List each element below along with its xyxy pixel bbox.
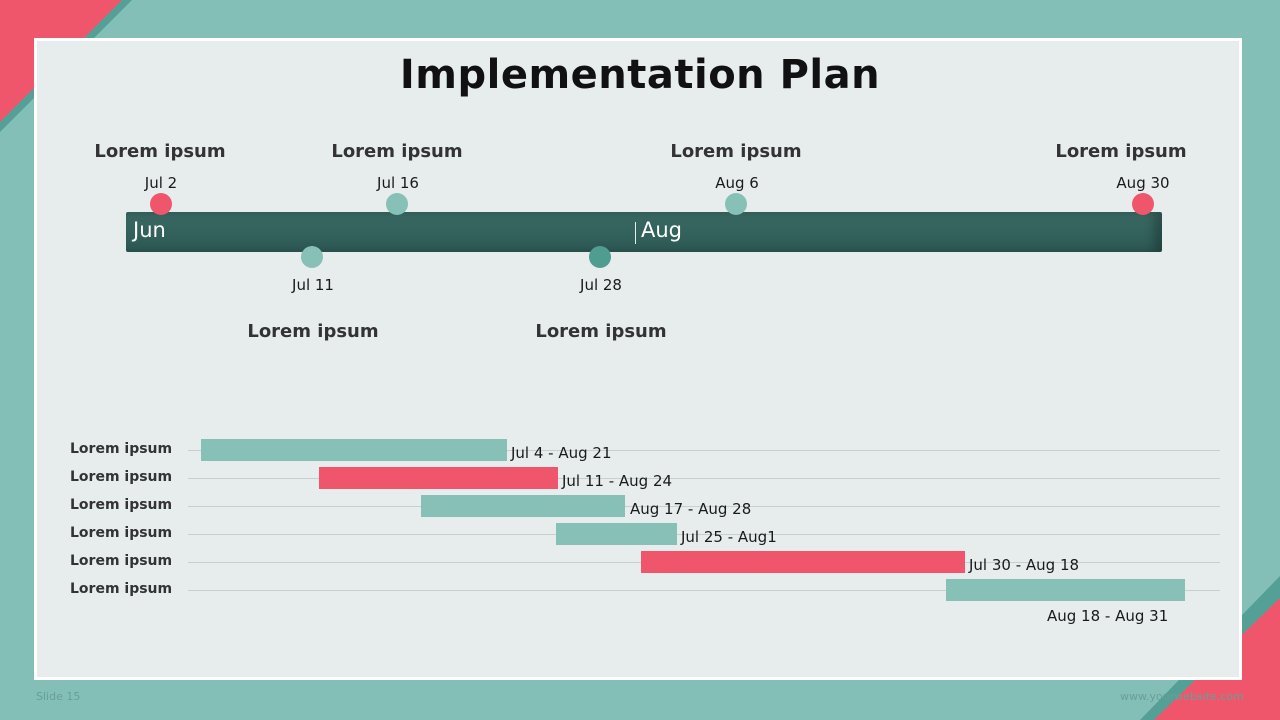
task-bar bbox=[946, 579, 1185, 601]
milestone-dot bbox=[1132, 193, 1154, 215]
task-label: Lorem ipsum bbox=[70, 497, 173, 513]
milestone-date: Jul 16 bbox=[377, 174, 419, 192]
timeline-bar bbox=[126, 212, 1162, 252]
task-label: Lorem ipsum bbox=[70, 441, 173, 457]
task-label: Lorem ipsum bbox=[70, 553, 173, 569]
milestone-label: Lorem ipsum bbox=[1055, 141, 1187, 162]
task-label: Lorem ipsum bbox=[70, 525, 173, 541]
row-line bbox=[188, 478, 1220, 479]
milestone-date: Jul 2 bbox=[144, 174, 178, 192]
task-bar bbox=[641, 551, 965, 573]
milestone-label: Lorem ipsum bbox=[94, 141, 226, 162]
milestone-label: Lorem ipsum bbox=[331, 141, 463, 162]
row-line bbox=[188, 534, 1220, 535]
page-title: Implementation Plan bbox=[399, 52, 881, 98]
milestone-dot bbox=[589, 246, 611, 268]
milestone-dot bbox=[301, 246, 323, 268]
task-range: Aug 18 - Aug 31 bbox=[1047, 607, 1169, 625]
task-range: Jul 11 - Aug 24 bbox=[562, 472, 673, 490]
task-label: Lorem ipsum bbox=[70, 581, 173, 597]
task-bar bbox=[319, 467, 558, 489]
milestone-label: Lorem ipsum bbox=[247, 321, 379, 342]
task-range: Aug 17 - Aug 28 bbox=[630, 500, 752, 518]
task-bar bbox=[556, 523, 677, 545]
milestone-dot bbox=[725, 193, 747, 215]
month-divider bbox=[635, 222, 636, 244]
milestone-dot bbox=[150, 193, 172, 215]
milestone-date: Aug 30 bbox=[1116, 174, 1170, 192]
task-range: Jul 30 - Aug 18 bbox=[969, 556, 1080, 574]
milestone-label: Lorem ipsum bbox=[535, 321, 667, 342]
content-panel bbox=[34, 38, 1242, 680]
website-url: www.yourwebsite.com bbox=[1120, 690, 1244, 703]
month-label-jun: Jun bbox=[133, 218, 166, 242]
task-bar bbox=[201, 439, 507, 461]
month-label-aug: Aug bbox=[641, 218, 683, 242]
row-line bbox=[188, 506, 1220, 507]
row-line bbox=[188, 450, 1220, 451]
task-bar bbox=[421, 495, 625, 517]
slide-number: Slide 15 bbox=[36, 690, 81, 703]
task-range: Jul 25 - Aug1 bbox=[681, 528, 777, 546]
row-line bbox=[188, 590, 1220, 591]
task-range: Jul 4 - Aug 21 bbox=[511, 444, 612, 462]
milestone-date: Jul 11 bbox=[292, 276, 334, 294]
milestone-date: Aug 6 bbox=[715, 174, 759, 192]
task-label: Lorem ipsum bbox=[70, 469, 173, 485]
milestone-date: Jul 28 bbox=[580, 276, 622, 294]
milestone-dot bbox=[386, 193, 408, 215]
milestone-label: Lorem ipsum bbox=[670, 141, 802, 162]
